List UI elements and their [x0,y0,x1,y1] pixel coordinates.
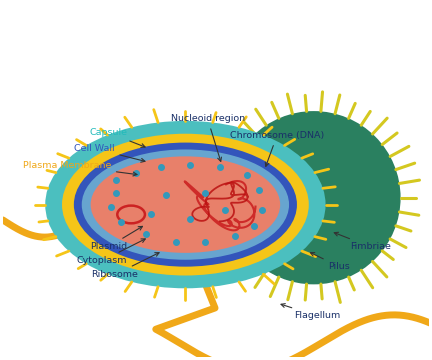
Ellipse shape [227,111,400,284]
Text: Plasmid: Plasmid [90,226,143,251]
Text: Ribosome: Ribosome [92,253,159,279]
Text: Cell Wall: Cell Wall [74,144,145,162]
Ellipse shape [74,143,297,267]
Text: Capsule: Capsule [90,128,145,148]
Text: Flagellum: Flagellum [281,303,340,320]
Ellipse shape [45,121,326,288]
Text: Nucleoid region: Nucleoid region [171,114,245,161]
Text: Fimbriae: Fimbriae [334,232,391,251]
Ellipse shape [91,156,280,253]
Text: Cytoplasm: Cytoplasm [77,239,145,265]
Text: Chromosome (DNA): Chromosome (DNA) [230,131,324,166]
Text: Pilus: Pilus [311,253,350,271]
Ellipse shape [82,149,289,260]
Text: Plasma Membrane: Plasma Membrane [22,161,137,176]
Ellipse shape [62,134,309,275]
